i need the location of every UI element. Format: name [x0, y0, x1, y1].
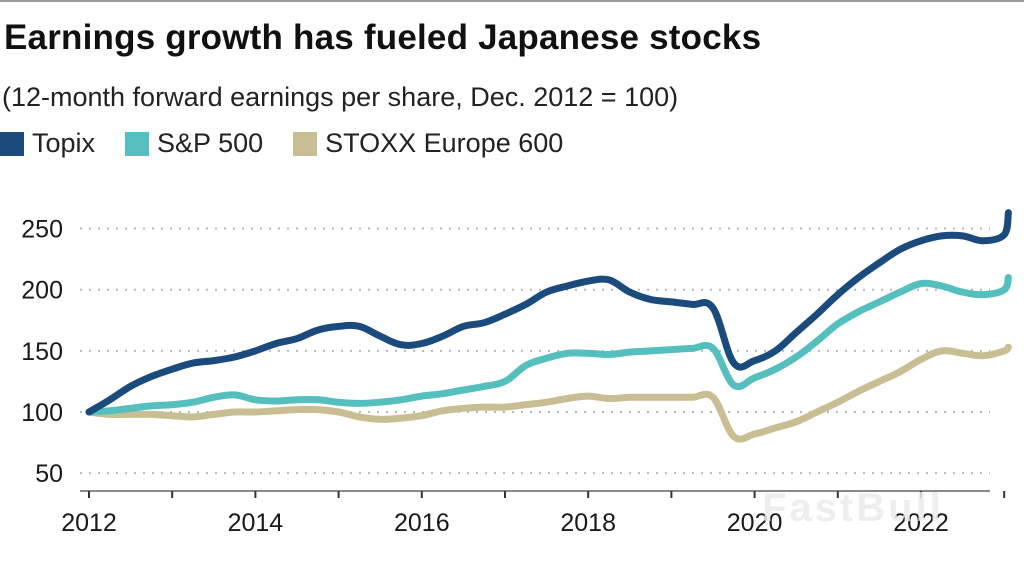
y-tick-label: 50 — [35, 460, 63, 488]
legend: Topix S&P 500 STOXX Europe 600 — [0, 128, 593, 159]
legend-swatch-topix — [0, 131, 24, 156]
legend-item-sp500: S&P 500 — [125, 128, 263, 159]
chart-subtitle: (12-month forward earnings per share, De… — [2, 82, 679, 112]
legend-label-stoxx: STOXX Europe 600 — [325, 128, 564, 158]
x-tick-label: 2018 — [560, 509, 616, 537]
series-lines — [85, 209, 1012, 443]
y-tick-label: 100 — [21, 399, 63, 427]
x-tick-label: 2014 — [228, 509, 284, 537]
x-tick-label: 2016 — [394, 509, 450, 537]
gridlines — [80, 227, 990, 475]
top-border — [0, 0, 1024, 2]
watermark: FastBull — [762, 486, 944, 530]
series-line-s-p-500 — [85, 274, 1012, 416]
y-tick-label: 150 — [21, 338, 63, 366]
legend-swatch-sp500 — [125, 131, 150, 156]
legend-label-sp500: S&P 500 — [157, 128, 264, 158]
series-line-stoxx-europe-600 — [85, 343, 1012, 443]
x-tick-label: 2012 — [61, 509, 117, 537]
y-tick-label: 250 — [21, 216, 63, 244]
legend-item-stoxx: STOXX Europe 600 — [293, 128, 563, 159]
chart-title: Earnings growth has fueled Japanese stoc… — [4, 18, 762, 57]
series-line-topix — [85, 209, 1012, 416]
x-tick-label: 2022 — [893, 509, 949, 537]
y-axis-ticks: 250 200 150 100 50 — [21, 216, 63, 489]
y-tick-label: 200 — [21, 277, 63, 305]
legend-swatch-stoxx — [293, 131, 318, 156]
legend-label-topix: Topix — [32, 128, 96, 158]
legend-item-topix: Topix — [0, 128, 95, 159]
x-tick-label: 2020 — [727, 509, 783, 537]
x-axis: 2012 2014 2016 2018 2020 2022 — [61, 490, 1006, 537]
